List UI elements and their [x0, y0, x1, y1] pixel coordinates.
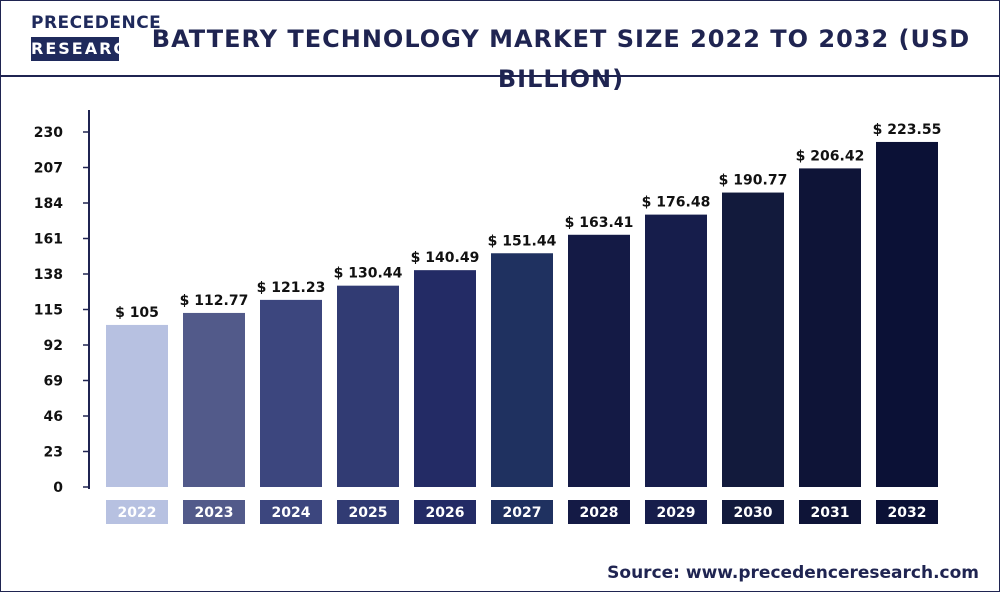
bar — [183, 312, 245, 487]
bar-value-label: $ 223.55 — [873, 122, 942, 138]
x-tick-label: 2027 — [503, 505, 542, 521]
category-box — [799, 500, 861, 524]
bar-value-label: $ 190.77 — [719, 173, 788, 189]
bar-value-label: $ 206.42 — [796, 148, 865, 164]
bar-value-label: $ 140.49 — [411, 250, 480, 266]
x-tick-label: 2024 — [272, 505, 311, 521]
x-tick-label: 2025 — [349, 505, 388, 521]
category-box — [414, 500, 476, 524]
bar-value-label: $ 105 — [115, 305, 159, 321]
x-tick-label: 2022 — [118, 505, 157, 521]
x-tick-label: 2032 — [888, 505, 927, 521]
bar — [491, 253, 553, 487]
bar — [568, 234, 630, 487]
x-tick-label: 2031 — [811, 505, 850, 521]
bar — [106, 324, 168, 487]
bar — [337, 285, 399, 487]
x-tick-label: 2029 — [657, 505, 696, 521]
y-tick-label: 138 — [34, 267, 63, 283]
y-tick-label: 92 — [44, 338, 63, 354]
y-tick-label: 184 — [34, 196, 63, 212]
bar — [414, 270, 476, 487]
header: PRECEDENCE RESEARCH BATTERY TECHNOLOGY M… — [1, 1, 999, 93]
category-box — [645, 500, 707, 524]
category-box — [876, 500, 938, 524]
y-tick-label: 230 — [34, 125, 63, 141]
y-tick-label: 115 — [34, 303, 63, 319]
y-tick-label: 161 — [34, 232, 63, 248]
category-box — [260, 500, 322, 524]
y-tick-label: 46 — [44, 409, 63, 425]
category-box — [491, 500, 553, 524]
bar-value-label: $ 151.44 — [488, 233, 557, 249]
y-tick-label: 207 — [34, 161, 63, 177]
category-box — [106, 500, 168, 524]
y-tick-label: 23 — [44, 445, 63, 461]
category-box — [722, 500, 784, 524]
bar-value-label: $ 163.41 — [565, 215, 634, 231]
x-tick-label: 2026 — [426, 505, 465, 521]
bar-value-label: $ 176.48 — [642, 195, 711, 211]
bar — [876, 141, 938, 487]
y-tick-label: 0 — [53, 480, 63, 496]
logo-line2: RESEARCH — [31, 37, 141, 61]
category-box — [183, 500, 245, 524]
bar-value-label: $ 112.77 — [180, 293, 249, 309]
chart-title: BATTERY TECHNOLOGY MARKET SIZE 2022 TO 2… — [151, 25, 971, 93]
bar — [645, 214, 707, 487]
y-tick-label: 69 — [44, 374, 63, 390]
category-box — [337, 500, 399, 524]
bar — [722, 192, 784, 487]
bar — [799, 168, 861, 488]
bar-value-label: $ 130.44 — [334, 266, 403, 282]
x-tick-label: 2028 — [580, 505, 619, 521]
x-tick-label: 2030 — [734, 505, 773, 521]
source-note: Source: www.precedenceresearch.com — [607, 563, 979, 583]
bar — [260, 299, 322, 487]
bar-value-label: $ 121.23 — [257, 280, 326, 296]
x-tick-label: 2023 — [195, 505, 234, 521]
category-box — [568, 500, 630, 524]
